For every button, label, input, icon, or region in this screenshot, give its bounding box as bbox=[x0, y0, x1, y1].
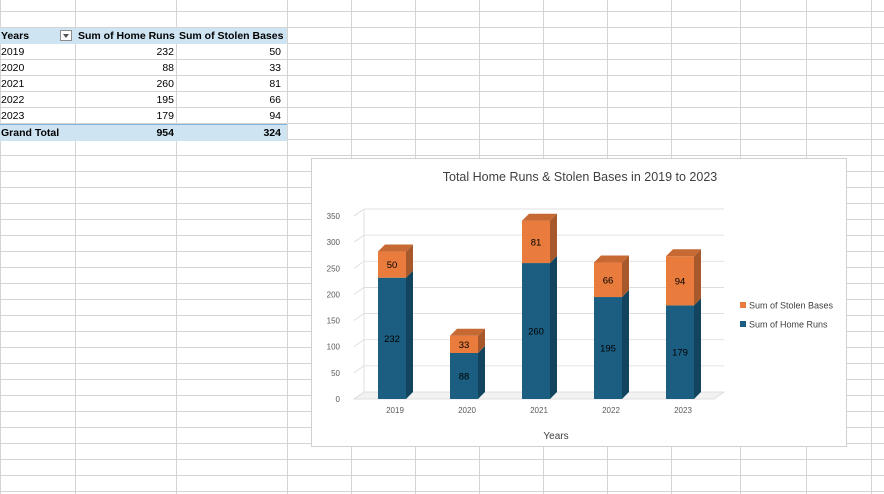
bar-stolen-bases[interactable] bbox=[522, 220, 550, 264]
data-label: 66 bbox=[603, 275, 614, 286]
bar-stolen-bases[interactable] bbox=[594, 262, 622, 298]
data-label: 81 bbox=[531, 237, 542, 248]
data-label: 50 bbox=[387, 260, 398, 271]
column-gridline bbox=[871, 0, 872, 494]
pivot-row[interactable]: 2023 179 94 bbox=[0, 108, 287, 124]
pivot-home-runs-cell[interactable]: 260 bbox=[156, 78, 174, 90]
bar-side-stolen-bases[interactable] bbox=[550, 213, 557, 264]
gridline-side bbox=[353, 208, 365, 217]
grand-total-stolen-bases[interactable]: 324 bbox=[263, 127, 281, 139]
pivot-home-runs-cell[interactable]: 88 bbox=[162, 62, 174, 74]
pivot-year-cell[interactable]: 2019 bbox=[1, 46, 25, 58]
filter-dropdown-icon[interactable] bbox=[60, 30, 72, 41]
pivot-stolen-bases-cell[interactable]: 33 bbox=[269, 62, 281, 74]
data-label: 179 bbox=[672, 348, 688, 359]
bar-home-runs[interactable] bbox=[522, 263, 550, 399]
pivot-home-runs-cell[interactable]: 232 bbox=[156, 46, 174, 58]
y-tick-label: 200 bbox=[327, 290, 341, 299]
pivot-home-runs-cell[interactable]: 195 bbox=[156, 94, 174, 106]
legend-swatch[interactable] bbox=[740, 321, 746, 327]
x-category-label: 2023 bbox=[674, 406, 692, 415]
bar-side-home-runs[interactable] bbox=[478, 345, 485, 399]
bar-stolen-bases[interactable] bbox=[666, 256, 694, 306]
pivot-header-years[interactable]: Years bbox=[1, 30, 30, 42]
bar-home-runs[interactable] bbox=[666, 305, 694, 399]
y-tick-label: 0 bbox=[336, 395, 341, 404]
x-axis-title: Years bbox=[543, 431, 568, 442]
stacked-column-chart[interactable]: Total Home Runs & Stolen Bases in 2019 t… bbox=[311, 158, 847, 447]
gridline-side bbox=[353, 287, 365, 295]
data-label: 232 bbox=[384, 334, 400, 345]
y-tick-label: 50 bbox=[331, 369, 340, 378]
y-tick-label: 150 bbox=[327, 317, 341, 326]
pivot-stolen-bases-cell[interactable]: 50 bbox=[269, 46, 281, 58]
pivot-row[interactable]: 2019 232 50 bbox=[0, 44, 287, 60]
chart-canvas: Total Home Runs & Stolen Bases in 2019 t… bbox=[327, 170, 834, 442]
legend-label[interactable]: Sum of Home Runs bbox=[749, 320, 828, 330]
pivot-stolen-bases-cell[interactable]: 94 bbox=[269, 110, 281, 122]
pivot-table[interactable]: Years Sum of Home Runs Sum of Stolen Bas… bbox=[0, 28, 287, 141]
y-tick-label: 300 bbox=[327, 238, 341, 247]
column-gridline bbox=[176, 0, 177, 494]
bar-side-stolen-bases[interactable] bbox=[406, 244, 413, 278]
column-gridline bbox=[287, 0, 288, 494]
gridline-side bbox=[353, 234, 365, 243]
bar-stolen-bases[interactable] bbox=[450, 335, 478, 353]
gridline-side bbox=[353, 260, 365, 269]
pivot-home-runs-cell[interactable]: 179 bbox=[156, 110, 174, 122]
bar-side-home-runs[interactable] bbox=[550, 256, 557, 399]
pivot-header-stolen-bases[interactable]: Sum of Stolen Bases bbox=[179, 30, 284, 42]
bar-side-home-runs[interactable] bbox=[622, 290, 629, 399]
bar-home-runs[interactable] bbox=[378, 277, 406, 399]
grand-total-label[interactable]: Grand Total bbox=[1, 127, 60, 139]
bar-side-stolen-bases[interactable] bbox=[478, 328, 485, 353]
legend-label[interactable]: Sum of Stolen Bases bbox=[749, 301, 834, 311]
pivot-year-cell[interactable]: 2022 bbox=[1, 94, 25, 106]
pivot-stolen-bases-cell[interactable]: 81 bbox=[269, 78, 281, 90]
pivot-year-cell[interactable]: 2020 bbox=[1, 62, 25, 74]
pivot-header-row: Years Sum of Home Runs Sum of Stolen Bas… bbox=[0, 28, 287, 44]
bar-top-stolen-bases[interactable] bbox=[378, 244, 413, 252]
pivot-row[interactable]: 2021 260 81 bbox=[0, 76, 287, 92]
gridline-side bbox=[353, 313, 365, 321]
x-category-label: 2021 bbox=[530, 406, 548, 415]
y-tick-label: 100 bbox=[327, 343, 341, 352]
legend-swatch[interactable] bbox=[740, 302, 746, 308]
y-tick-label: 250 bbox=[327, 264, 341, 273]
pivot-year-cell[interactable]: 2023 bbox=[1, 110, 25, 122]
pivot-year-cell[interactable]: 2021 bbox=[1, 78, 25, 90]
y-tick-label: 350 bbox=[327, 212, 341, 221]
gridline-side bbox=[353, 339, 365, 348]
data-label: 33 bbox=[459, 340, 470, 351]
bar-top-stolen-bases[interactable] bbox=[450, 328, 485, 336]
pivot-stolen-bases-cell[interactable]: 66 bbox=[269, 94, 281, 106]
x-category-label: 2019 bbox=[386, 406, 404, 415]
bar-home-runs[interactable] bbox=[594, 297, 622, 399]
bar-side-home-runs[interactable] bbox=[694, 298, 701, 399]
pivot-header-home-runs[interactable]: Sum of Home Runs bbox=[78, 30, 175, 42]
grand-total-home-runs[interactable]: 954 bbox=[156, 127, 174, 139]
bar-top-stolen-bases[interactable] bbox=[666, 249, 701, 257]
x-category-label: 2020 bbox=[458, 406, 476, 415]
bar-home-runs[interactable] bbox=[450, 352, 478, 399]
bar-top-stolen-bases[interactable] bbox=[522, 213, 557, 221]
pivot-row[interactable]: 2022 195 66 bbox=[0, 92, 287, 108]
pivot-row[interactable]: 2020 88 33 bbox=[0, 60, 287, 76]
x-category-label: 2022 bbox=[602, 406, 620, 415]
chart-title: Total Home Runs & Stolen Bases in 2019 t… bbox=[443, 170, 718, 184]
data-label: 88 bbox=[459, 371, 470, 382]
bar-side-stolen-bases[interactable] bbox=[694, 249, 701, 306]
pivot-grand-total-row[interactable]: Grand Total 954 324 bbox=[0, 124, 287, 141]
gridline-side bbox=[353, 365, 365, 374]
bar-top-stolen-bases[interactable] bbox=[594, 255, 629, 263]
column-gridline bbox=[75, 0, 76, 494]
data-label: 260 bbox=[528, 327, 544, 338]
bar-stolen-bases[interactable] bbox=[378, 251, 406, 278]
data-label: 195 bbox=[600, 344, 616, 355]
bar-side-stolen-bases[interactable] bbox=[622, 255, 629, 298]
data-label: 94 bbox=[675, 276, 686, 287]
bar-side-home-runs[interactable] bbox=[406, 270, 413, 399]
